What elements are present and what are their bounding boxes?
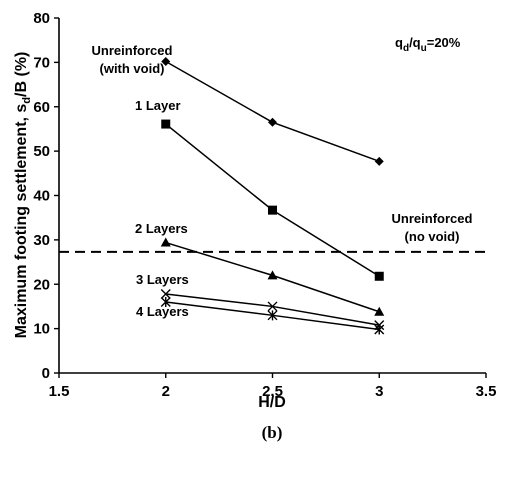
data-point-star: [160, 297, 171, 307]
x-tick-label: 2.5: [262, 383, 283, 400]
series-label: (with void): [100, 61, 165, 76]
ratio-q: q: [395, 35, 403, 50]
y-tick-label: 30: [33, 232, 50, 249]
data-point-square: [161, 119, 171, 129]
y-tick-label: 50: [33, 143, 50, 160]
series-triangle: [160, 237, 385, 316]
data-point-triangle: [267, 270, 278, 280]
reference-line-label: (no void): [405, 229, 460, 244]
series-line: [165, 123, 380, 277]
data-point-triangle: [374, 306, 385, 316]
y-ticks: 0 10 20 30 40 50 60 70 80: [33, 10, 59, 382]
y-tick-label: 0: [42, 365, 50, 382]
ratio-tail: =20%: [427, 35, 461, 50]
y-tick-label: 80: [33, 10, 50, 27]
data-point-diamond: [268, 117, 277, 127]
y-tick-label: 60: [33, 99, 50, 116]
series-labels: Unreinforced (with void) 1 Layer 2 Layers 3 …: [92, 43, 473, 319]
series-label: 1 Layer: [135, 98, 181, 113]
x-tick-label: 1.5: [49, 383, 70, 400]
data-point-diamond: [374, 156, 384, 166]
x-tick-label: 3.5: [476, 383, 497, 400]
data-point-x: [160, 289, 171, 300]
ratio-sub-u: u: [421, 43, 427, 54]
data-point-x: [267, 301, 278, 312]
series-label: 2 Layers: [135, 221, 188, 236]
series-layer: [160, 56, 385, 335]
x-ticks: 1.5 2 2.5 3 3.5: [49, 373, 497, 400]
series-square: [161, 119, 384, 281]
series-label: Unreinforced: [92, 43, 173, 58]
y-axis-title-sub: d: [21, 97, 33, 104]
y-axis-title-tail: /B (%): [13, 52, 30, 97]
data-point-square: [374, 271, 384, 281]
series-label: 4 Layers: [136, 304, 189, 319]
series-diamond: [161, 56, 384, 166]
y-tick-label: 10: [33, 321, 50, 338]
y-tick-label: 70: [33, 54, 50, 71]
y-axis-title-main: Maximum footing settlement, s: [13, 104, 30, 339]
series-line: [165, 60, 380, 163]
x-tick-label: 3: [375, 383, 383, 400]
data-point-square: [268, 205, 277, 215]
data-point-diamond: [161, 56, 171, 66]
ratio-annotation: qd/qu=20%: [395, 35, 461, 54]
x-axis-title: H/D: [258, 394, 286, 411]
series-line: [165, 293, 380, 326]
x-tick-label: 2: [162, 383, 170, 400]
reference-line-label: Unreinforced: [392, 211, 473, 226]
series-star: [160, 297, 385, 335]
figure-caption: (b): [262, 423, 283, 442]
data-point-triangle: [160, 237, 171, 247]
y-axis-title: Maximum footing settlement, sd/B (%): [13, 52, 33, 339]
data-point-star: [374, 324, 385, 335]
y-tick-label: 40: [33, 188, 50, 205]
series-x: [160, 289, 385, 331]
y-tick-label: 20: [33, 276, 50, 293]
series-label: 3 Layers: [136, 272, 189, 287]
ratio-slash: /q: [409, 35, 421, 50]
data-point-star: [267, 310, 278, 321]
ratio-sub-d: d: [403, 43, 409, 54]
